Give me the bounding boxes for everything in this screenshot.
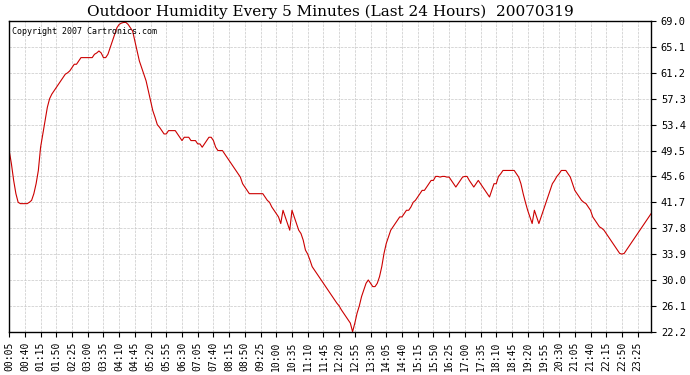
Text: Copyright 2007 Cartronics.com: Copyright 2007 Cartronics.com (12, 27, 157, 36)
Title: Outdoor Humidity Every 5 Minutes (Last 24 Hours)  20070319: Outdoor Humidity Every 5 Minutes (Last 2… (87, 4, 573, 18)
